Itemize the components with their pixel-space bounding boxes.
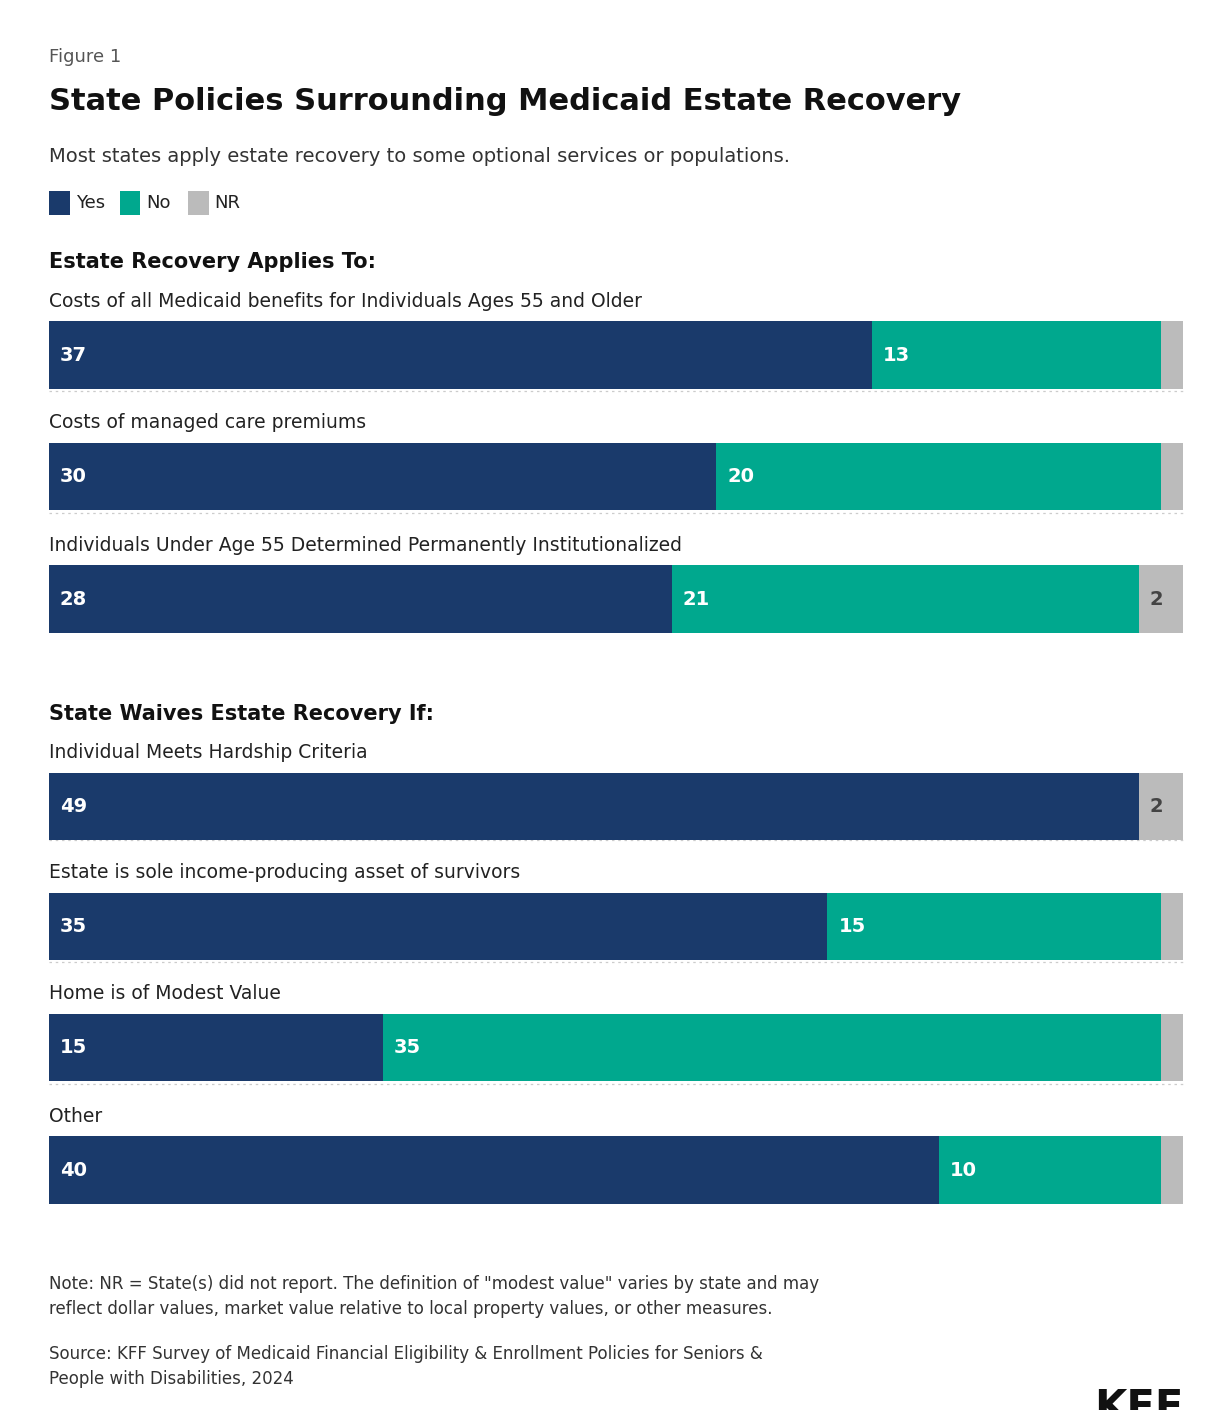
FancyBboxPatch shape xyxy=(1139,773,1183,840)
Text: Estate is sole income-producing asset of survivors: Estate is sole income-producing asset of… xyxy=(49,863,520,881)
Text: Estate Recovery Applies To:: Estate Recovery Applies To: xyxy=(49,252,376,272)
Text: 35: 35 xyxy=(60,916,87,936)
Text: KFF: KFF xyxy=(1094,1387,1183,1410)
FancyBboxPatch shape xyxy=(188,190,209,214)
Text: Costs of managed care premiums: Costs of managed care premiums xyxy=(49,413,366,431)
FancyBboxPatch shape xyxy=(1139,565,1183,633)
FancyBboxPatch shape xyxy=(1161,321,1183,389)
Text: 35: 35 xyxy=(394,1038,421,1058)
FancyBboxPatch shape xyxy=(49,443,716,510)
FancyBboxPatch shape xyxy=(49,893,827,960)
Text: Individual Meets Hardship Criteria: Individual Meets Hardship Criteria xyxy=(49,743,367,761)
Text: State Policies Surrounding Medicaid Estate Recovery: State Policies Surrounding Medicaid Esta… xyxy=(49,87,961,117)
FancyBboxPatch shape xyxy=(1161,1136,1183,1204)
FancyBboxPatch shape xyxy=(49,565,672,633)
Text: Yes: Yes xyxy=(76,195,105,212)
FancyBboxPatch shape xyxy=(49,190,70,214)
FancyBboxPatch shape xyxy=(120,190,140,214)
FancyBboxPatch shape xyxy=(1161,893,1183,960)
Text: No: No xyxy=(146,195,171,212)
FancyBboxPatch shape xyxy=(49,321,872,389)
Text: 2: 2 xyxy=(1150,589,1164,609)
Text: 40: 40 xyxy=(60,1160,87,1180)
FancyBboxPatch shape xyxy=(383,1014,1161,1081)
FancyBboxPatch shape xyxy=(1161,1014,1183,1081)
Text: 13: 13 xyxy=(883,345,910,365)
Text: Costs of all Medicaid benefits for Individuals Ages 55 and Older: Costs of all Medicaid benefits for Indiv… xyxy=(49,292,642,310)
Text: 30: 30 xyxy=(60,467,87,486)
FancyBboxPatch shape xyxy=(938,1136,1161,1204)
Text: 15: 15 xyxy=(60,1038,87,1058)
Text: Most states apply estate recovery to some optional services or populations.: Most states apply estate recovery to som… xyxy=(49,147,789,165)
Text: 2: 2 xyxy=(1150,797,1164,816)
Text: 37: 37 xyxy=(60,345,87,365)
FancyBboxPatch shape xyxy=(872,321,1161,389)
Text: 10: 10 xyxy=(949,1160,977,1180)
Text: State Waives Estate Recovery If:: State Waives Estate Recovery If: xyxy=(49,704,434,723)
Text: Other: Other xyxy=(49,1107,102,1125)
FancyBboxPatch shape xyxy=(49,773,1139,840)
FancyBboxPatch shape xyxy=(49,1014,383,1081)
FancyBboxPatch shape xyxy=(1161,443,1183,510)
FancyBboxPatch shape xyxy=(827,893,1161,960)
Text: 20: 20 xyxy=(727,467,754,486)
Text: Figure 1: Figure 1 xyxy=(49,48,121,66)
Text: Individuals Under Age 55 Determined Permanently Institutionalized: Individuals Under Age 55 Determined Perm… xyxy=(49,536,682,554)
Text: Source: KFF Survey of Medicaid Financial Eligibility & Enrollment Policies for S: Source: KFF Survey of Medicaid Financial… xyxy=(49,1345,762,1387)
Text: 49: 49 xyxy=(60,797,87,816)
Text: Home is of Modest Value: Home is of Modest Value xyxy=(49,984,281,1003)
FancyBboxPatch shape xyxy=(672,565,1139,633)
Text: NR: NR xyxy=(215,195,240,212)
FancyBboxPatch shape xyxy=(716,443,1161,510)
Text: 15: 15 xyxy=(838,916,866,936)
FancyBboxPatch shape xyxy=(49,1136,938,1204)
Text: 21: 21 xyxy=(683,589,710,609)
Text: 28: 28 xyxy=(60,589,87,609)
Text: Note: NR = State(s) did not report. The definition of "modest value" varies by s: Note: NR = State(s) did not report. The … xyxy=(49,1275,819,1317)
